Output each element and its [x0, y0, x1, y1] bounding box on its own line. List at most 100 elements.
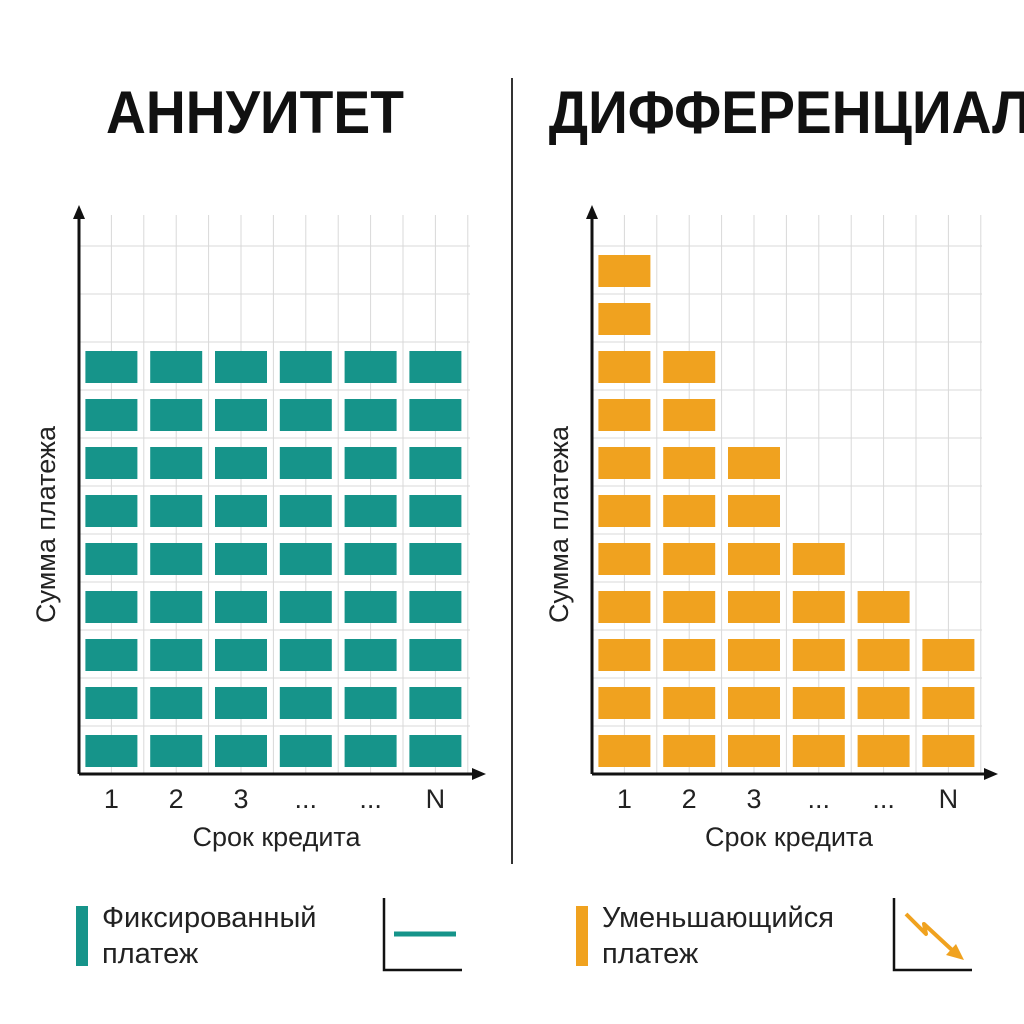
- bar-block-dotdotdot-9: [344, 351, 397, 383]
- bar-block-1-5: [598, 543, 651, 575]
- bar-block-2-3: [150, 639, 203, 671]
- bar-block-1-8: [85, 399, 138, 431]
- bar-block-N-1: [409, 735, 462, 767]
- x-axis-label: Срок кредита: [192, 822, 361, 852]
- flat-line-icon: [382, 898, 462, 972]
- x-tick-label: 3: [746, 784, 761, 814]
- decreasing-arrow-icon: [892, 898, 972, 972]
- x-tick-label: 2: [169, 784, 184, 814]
- y-axis-label: Сумма платежа: [544, 425, 574, 623]
- bar-block-2-1: [150, 735, 203, 767]
- bar-block-dotdotdot-1: [792, 735, 845, 767]
- bar-block-2-1: [663, 735, 716, 767]
- bar-block-2-9: [663, 351, 716, 383]
- x-tick-label: ...: [295, 784, 318, 814]
- bar-block-N-6: [409, 495, 462, 527]
- legend-line1-annuity: Фиксированный: [102, 902, 317, 934]
- bar-block-dotdotdot-5: [792, 543, 845, 575]
- bar-block-N-7: [409, 447, 462, 479]
- bar-block-1-1: [85, 735, 138, 767]
- bar-block-dotdotdot-3: [279, 639, 332, 671]
- x-tick-label: N: [426, 784, 446, 814]
- bar-block-dotdotdot-5: [279, 543, 332, 575]
- bar-block-2-7: [150, 447, 203, 479]
- x-axis-arrow: [984, 768, 998, 780]
- bar-block-dotdotdot-1: [857, 735, 910, 767]
- bar-block-2-8: [150, 399, 203, 431]
- bar-block-3-3: [728, 639, 780, 671]
- x-tick-label: N: [939, 784, 959, 814]
- x-tick-label: 2: [682, 784, 697, 814]
- bar-block-1-9: [85, 351, 138, 383]
- bar-block-3-3: [215, 639, 267, 671]
- y-axis-arrow: [73, 205, 85, 219]
- x-tick-label: 3: [233, 784, 248, 814]
- bar-block-dotdotdot-2: [857, 687, 910, 719]
- bar-block-2-3: [663, 639, 716, 671]
- divider: [511, 78, 513, 864]
- bar-block-1-6: [598, 495, 651, 527]
- bar-block-1-3: [598, 639, 651, 671]
- bar-block-1-2: [598, 687, 651, 719]
- bar-block-1-11: [598, 255, 651, 287]
- bar-block-1-3: [85, 639, 138, 671]
- bar-block-N-3: [922, 639, 975, 671]
- bar-block-dotdotdot-1: [279, 735, 332, 767]
- bar-block-2-5: [663, 543, 716, 575]
- bar-block-N-1: [922, 735, 975, 767]
- bar-block-3-1: [728, 735, 780, 767]
- bar-block-dotdotdot-8: [344, 399, 397, 431]
- bar-block-2-6: [150, 495, 203, 527]
- bar-block-3-8: [215, 399, 267, 431]
- bar-block-3-6: [728, 495, 780, 527]
- bar-block-2-2: [150, 687, 203, 719]
- bar-block-dotdotdot-1: [344, 735, 397, 767]
- bar-block-1-4: [598, 591, 651, 623]
- legend-line1-differential: Уменьшающийся: [602, 902, 834, 934]
- bar-block-2-4: [663, 591, 716, 623]
- bar-block-dotdotdot-8: [279, 399, 332, 431]
- legend-swatch-annuity: [76, 906, 88, 966]
- bar-block-3-5: [215, 543, 267, 575]
- bar-block-2-8: [663, 399, 716, 431]
- bar-block-2-6: [663, 495, 716, 527]
- bar-block-3-4: [215, 591, 267, 623]
- bar-block-dotdotdot-4: [857, 591, 910, 623]
- bar-block-2-4: [150, 591, 203, 623]
- bar-block-1-9: [598, 351, 651, 383]
- bar-block-1-6: [85, 495, 138, 527]
- bar-block-1-7: [598, 447, 651, 479]
- bar-block-N-9: [409, 351, 462, 383]
- bar-block-dotdotdot-3: [857, 639, 910, 671]
- legend-label-differential: Уменьшающийся платеж: [602, 900, 882, 972]
- bar-block-3-1: [215, 735, 267, 767]
- bar-block-3-4: [728, 591, 780, 623]
- bar-block-N-8: [409, 399, 462, 431]
- bar-block-dotdotdot-5: [344, 543, 397, 575]
- bar-block-1-8: [598, 399, 651, 431]
- bar-block-3-2: [728, 687, 780, 719]
- legend-swatch-differential: [576, 906, 588, 966]
- bar-block-N-2: [922, 687, 975, 719]
- bar-block-N-4: [409, 591, 462, 623]
- x-tick-label: ...: [872, 784, 895, 814]
- bar-block-dotdotdot-2: [792, 687, 845, 719]
- bar-block-2-7: [663, 447, 716, 479]
- bar-block-2-9: [150, 351, 203, 383]
- bar-block-3-6: [215, 495, 267, 527]
- legend-label-annuity: Фиксированный платеж: [102, 900, 382, 972]
- bar-block-3-7: [215, 447, 267, 479]
- bar-block-1-10: [598, 303, 651, 335]
- bar-block-dotdotdot-3: [792, 639, 845, 671]
- bar-block-1-2: [85, 687, 138, 719]
- x-tick-label: 1: [617, 784, 632, 814]
- bar-block-3-5: [728, 543, 780, 575]
- x-tick-label: 1: [104, 784, 119, 814]
- x-axis-label: Срок кредита: [705, 822, 874, 852]
- bar-block-N-3: [409, 639, 462, 671]
- bar-block-1-4: [85, 591, 138, 623]
- bar-block-dotdotdot-4: [792, 591, 845, 623]
- bar-block-1-5: [85, 543, 138, 575]
- bar-block-2-5: [150, 543, 203, 575]
